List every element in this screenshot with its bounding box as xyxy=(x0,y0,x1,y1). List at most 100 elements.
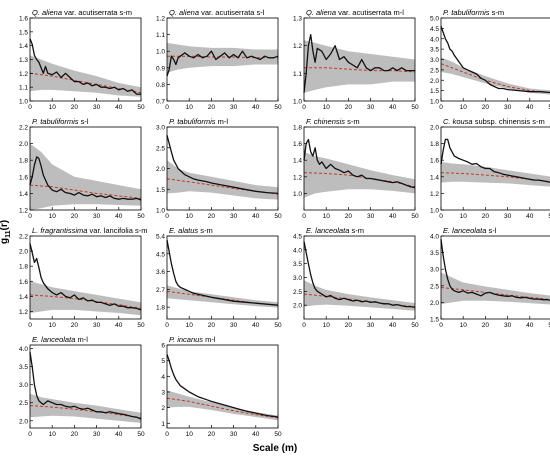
axes-frame xyxy=(166,17,279,102)
axes-frame xyxy=(440,235,550,320)
envelope-band xyxy=(167,160,278,200)
y-tick-label: 1.5 xyxy=(156,187,165,194)
species-name: E. lanceolata xyxy=(32,335,75,344)
y-tick-label: 1.3 xyxy=(19,57,28,64)
species-name: P. incanus xyxy=(169,335,203,344)
subplot-11: 2.0 2.5 3.0 3.5 4.0 4.5 0 10 20 30 40 50 E. lanceola… xyxy=(293,226,419,329)
expected-line xyxy=(29,184,142,199)
x-tick-label: 0 xyxy=(165,322,169,329)
x-tick-label: 40 xyxy=(115,213,123,220)
subplot-13: 2.0 2.5 3.0 3.5 4.0 0 10 20 30 40 50 E. lanceolata … xyxy=(19,335,145,438)
y-tick-label: 2 xyxy=(161,405,165,412)
panel-title: P. tabuliformis s-l xyxy=(32,117,89,126)
x-tick-label: 30 xyxy=(93,431,101,438)
envelope-band xyxy=(441,161,550,187)
y-tick-label: 2.0 xyxy=(430,125,439,132)
subplot-8: 1.0 1.2 1.4 1.6 1.8 2.0 0 10 20 30 40 50 C. kousa su… xyxy=(430,117,550,220)
y-tick-label: 3.0 xyxy=(156,125,165,132)
y-tick-label: 0.7 xyxy=(156,99,165,106)
x-tick-label: 30 xyxy=(93,104,101,111)
x-tick-label: 20 xyxy=(208,322,216,329)
x-tick-label: 10 xyxy=(49,104,57,111)
y-tick-label: 2.7 xyxy=(156,287,165,294)
x-tick-label: 20 xyxy=(345,322,353,329)
x-tick-label: 40 xyxy=(389,213,397,220)
y-tick-label: 3.5 xyxy=(430,250,439,257)
x-tick-label: 20 xyxy=(208,213,216,220)
y-tick-label: 1.1 xyxy=(293,71,302,78)
y-tick-label: 4.5 xyxy=(430,26,439,33)
x-tick-label: 0 xyxy=(28,104,32,111)
y-tick-label: 1.6 xyxy=(19,16,28,23)
y-tick-label: 1.0 xyxy=(430,208,439,215)
x-tick-label: 10 xyxy=(49,431,57,438)
species-name: E. lanceolata xyxy=(443,226,486,235)
y-tick-label: 2.5 xyxy=(293,289,302,296)
observed-line xyxy=(440,138,550,183)
axes-frame xyxy=(166,235,279,320)
x-tick-label: 40 xyxy=(526,104,534,111)
panel-title-rest: m-l xyxy=(203,335,216,344)
envelope-band xyxy=(441,57,550,95)
x-tick-label: 50 xyxy=(137,431,145,438)
y-tick-label: 5.0 xyxy=(430,16,439,23)
x-tick-label: 40 xyxy=(526,322,534,329)
x-tick-label: 20 xyxy=(345,104,353,111)
y-tick-label: 2.2 xyxy=(19,234,28,241)
axes-frame xyxy=(440,126,550,211)
y-tick-label: 1.8 xyxy=(293,125,302,132)
panel-title-rest: s-m xyxy=(349,226,364,235)
x-tick-label: 10 xyxy=(323,104,331,111)
y-tick-label: 1.0 xyxy=(156,49,165,56)
y-tick-label: 1.6 xyxy=(19,279,28,286)
x-tick-label: 50 xyxy=(274,104,282,111)
x-tick-label: 0 xyxy=(28,322,32,329)
y-tick-label: 1.4 xyxy=(19,294,28,301)
x-tick-label: 30 xyxy=(367,213,375,220)
y-tick-label: 1.4 xyxy=(430,174,439,181)
panel-title: E. alatus s-m xyxy=(169,226,213,235)
panel-title: E. lanceolata s-l xyxy=(443,226,497,235)
y-tick-label: 2.2 xyxy=(19,125,28,132)
y-tick-label: 3.5 xyxy=(19,364,28,371)
y-tick-label: 1.4 xyxy=(19,43,28,50)
observed-line xyxy=(303,138,416,189)
species-name: P. tabuliformis xyxy=(443,8,490,17)
y-tick-label: 5 xyxy=(161,358,165,365)
y-tick-label: 0.8 xyxy=(156,82,165,89)
expected-line xyxy=(167,55,278,59)
y-tick-label: 1.6 xyxy=(430,158,439,165)
y-tick-label: 1.0 xyxy=(430,99,439,106)
species-name: Q. aliena xyxy=(169,8,199,17)
subplot-6: 1.0 1.5 2.0 2.5 3.0 0 10 20 30 40 50 P. tabuliformi… xyxy=(156,117,282,220)
y-tick-label: 4.0 xyxy=(19,346,28,353)
x-tick-label: 40 xyxy=(252,431,260,438)
x-tick-label: 40 xyxy=(115,431,123,438)
x-tick-label: 30 xyxy=(93,213,101,220)
x-tick-label: 10 xyxy=(186,104,194,111)
y-tick-label: 1.8 xyxy=(430,141,439,148)
x-tick-label: 20 xyxy=(345,213,353,220)
y-tick-label: 6 xyxy=(161,343,165,350)
y-tick-label: 5.4 xyxy=(156,234,165,241)
y-tick-label: 2.0 xyxy=(19,249,28,256)
x-tick-label: 50 xyxy=(274,213,282,220)
species-name: P. tabuliformis xyxy=(32,117,79,126)
observed-line xyxy=(29,243,142,311)
panel-title-rest: var. lancifolia s-m xyxy=(87,226,147,235)
panel-title: E. lanceolata m-l xyxy=(32,335,88,344)
panel-title: E. lanceolata s-m xyxy=(306,226,364,235)
y-tick-label: 1.2 xyxy=(293,174,302,181)
x-tick-label: 0 xyxy=(439,213,443,220)
x-tick-label: 10 xyxy=(323,213,331,220)
species-name: L. fragrantissima xyxy=(32,226,87,235)
y-tick-label: 2.0 xyxy=(430,78,439,85)
x-tick-label: 30 xyxy=(230,431,238,438)
panel-title-rest: var. acutiserrata m-l xyxy=(336,8,404,17)
observed-line xyxy=(303,33,415,93)
envelope-band xyxy=(441,272,550,305)
y-tick-label: 1.4 xyxy=(19,191,28,198)
envelope-band xyxy=(304,40,415,93)
panel-title-rest: s-l xyxy=(486,226,496,235)
panel-title-rest: s-m xyxy=(198,226,213,235)
